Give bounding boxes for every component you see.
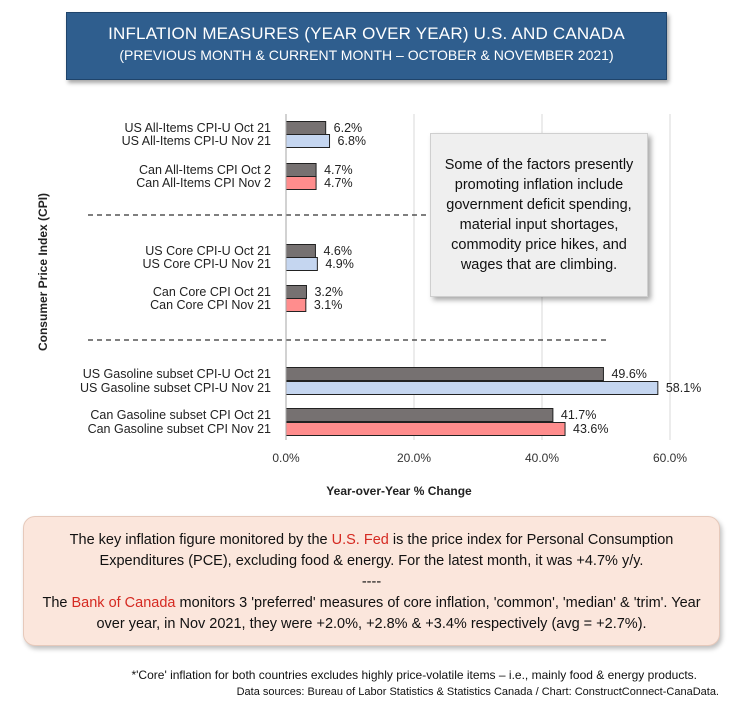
value-label: 3.1% [314, 298, 343, 312]
value-label: 4.6% [323, 244, 352, 258]
bar [285, 121, 327, 135]
x-tick-label: 20.0% [397, 451, 431, 465]
boc-note: The Bank of Canada monitors 3 'preferred… [40, 593, 703, 635]
x-tick-label: 60.0% [653, 451, 687, 465]
fed-note-text-a: The key inflation figure monitored by th… [69, 532, 332, 548]
boc-highlight: Bank of Canada [71, 595, 176, 611]
fed-highlight: U.S. Fed [331, 532, 389, 548]
value-label: 4.7% [324, 163, 353, 177]
data-sources: Data sources: Bureau of Labor Statistics… [236, 686, 719, 698]
category-label: Can All-Items CPI Oct 2 [139, 163, 271, 177]
fed-note-text-b: is the price index for Personal Consumpt… [99, 532, 674, 569]
value-labels: 6.2%6.8% 4.7%4.7% 4.6%4.9% 3.2%3.1% 49.6% 58.… [314, 121, 701, 436]
category-label: US All-Items CPI-U Oct 21 [124, 121, 271, 135]
boc-note-text-b: monitors 3 'preferred' measures of core … [96, 595, 701, 632]
category-label: Can Gasoline subset CPI Oct 21 [90, 408, 271, 422]
bar [285, 285, 307, 299]
note-separator: ---- [361, 574, 382, 590]
value-label: 43.6% [573, 422, 608, 436]
category-label: Can Core CPI Oct 21 [153, 285, 271, 299]
chart-title: INFLATION MEASURES (YEAR OVER YEAR) U.S.… [108, 24, 625, 43]
policy-note-box: The key inflation figure monitored by th… [23, 516, 720, 646]
category-label: Can Gasoline subset CPI Nov 21 [88, 422, 271, 436]
chart-subtitle: (PREVIOUS MONTH & CURRENT MONTH – OCTOBE… [119, 47, 614, 63]
category-label: Can All-Items CPI Nov 2 [136, 176, 271, 190]
bar [285, 257, 318, 271]
bar [285, 381, 659, 395]
value-label: 6.2% [334, 121, 363, 135]
bar [285, 176, 317, 190]
y-axis-title: Consumer Price Index (CPI) [36, 193, 50, 351]
value-label: 49.6% [611, 367, 646, 381]
category-label: US Gasoline subset CPI-U Oct 21 [83, 367, 271, 381]
bar [285, 367, 604, 381]
factors-callout: Some of the factors presently promoting … [430, 133, 648, 297]
boc-note-text-a: The [42, 595, 72, 611]
bar [285, 244, 316, 258]
x-axis-title: Year-over-Year % Change [326, 484, 472, 498]
value-label: 4.9% [325, 257, 354, 271]
bar [285, 422, 566, 436]
value-label: 41.7% [561, 408, 596, 422]
chart-title-banner: INFLATION MEASURES (YEAR OVER YEAR) U.S.… [66, 12, 667, 80]
factors-text: Some of the factors presently promoting … [444, 157, 634, 273]
category-label: US Core CPI-U Nov 21 [142, 257, 271, 271]
bar [285, 298, 307, 312]
category-label: US Core CPI-U Oct 21 [145, 244, 271, 258]
core-footnote: *'Core' inflation for both countries exc… [131, 668, 697, 682]
value-label: 4.7% [324, 176, 353, 190]
x-tick-label: 0.0% [272, 451, 300, 465]
value-label: 6.8% [338, 134, 367, 148]
value-label: 58.1% [666, 381, 701, 395]
category-label: US Gasoline subset CPI-U Nov 21 [80, 381, 271, 395]
bar [285, 408, 554, 422]
x-tick-label: 40.0% [525, 451, 559, 465]
bar [285, 134, 331, 148]
bars [285, 121, 659, 436]
x-tick-labels: 0.0% 20.0% 40.0% 60.0% [272, 451, 687, 465]
bar [285, 163, 317, 177]
value-label: 3.2% [314, 285, 343, 299]
category-label: Can Core CPI Nov 21 [150, 298, 271, 312]
category-label: US All-Items CPI-U Nov 21 [122, 134, 271, 148]
fed-note: The key inflation figure monitored by th… [40, 530, 703, 572]
